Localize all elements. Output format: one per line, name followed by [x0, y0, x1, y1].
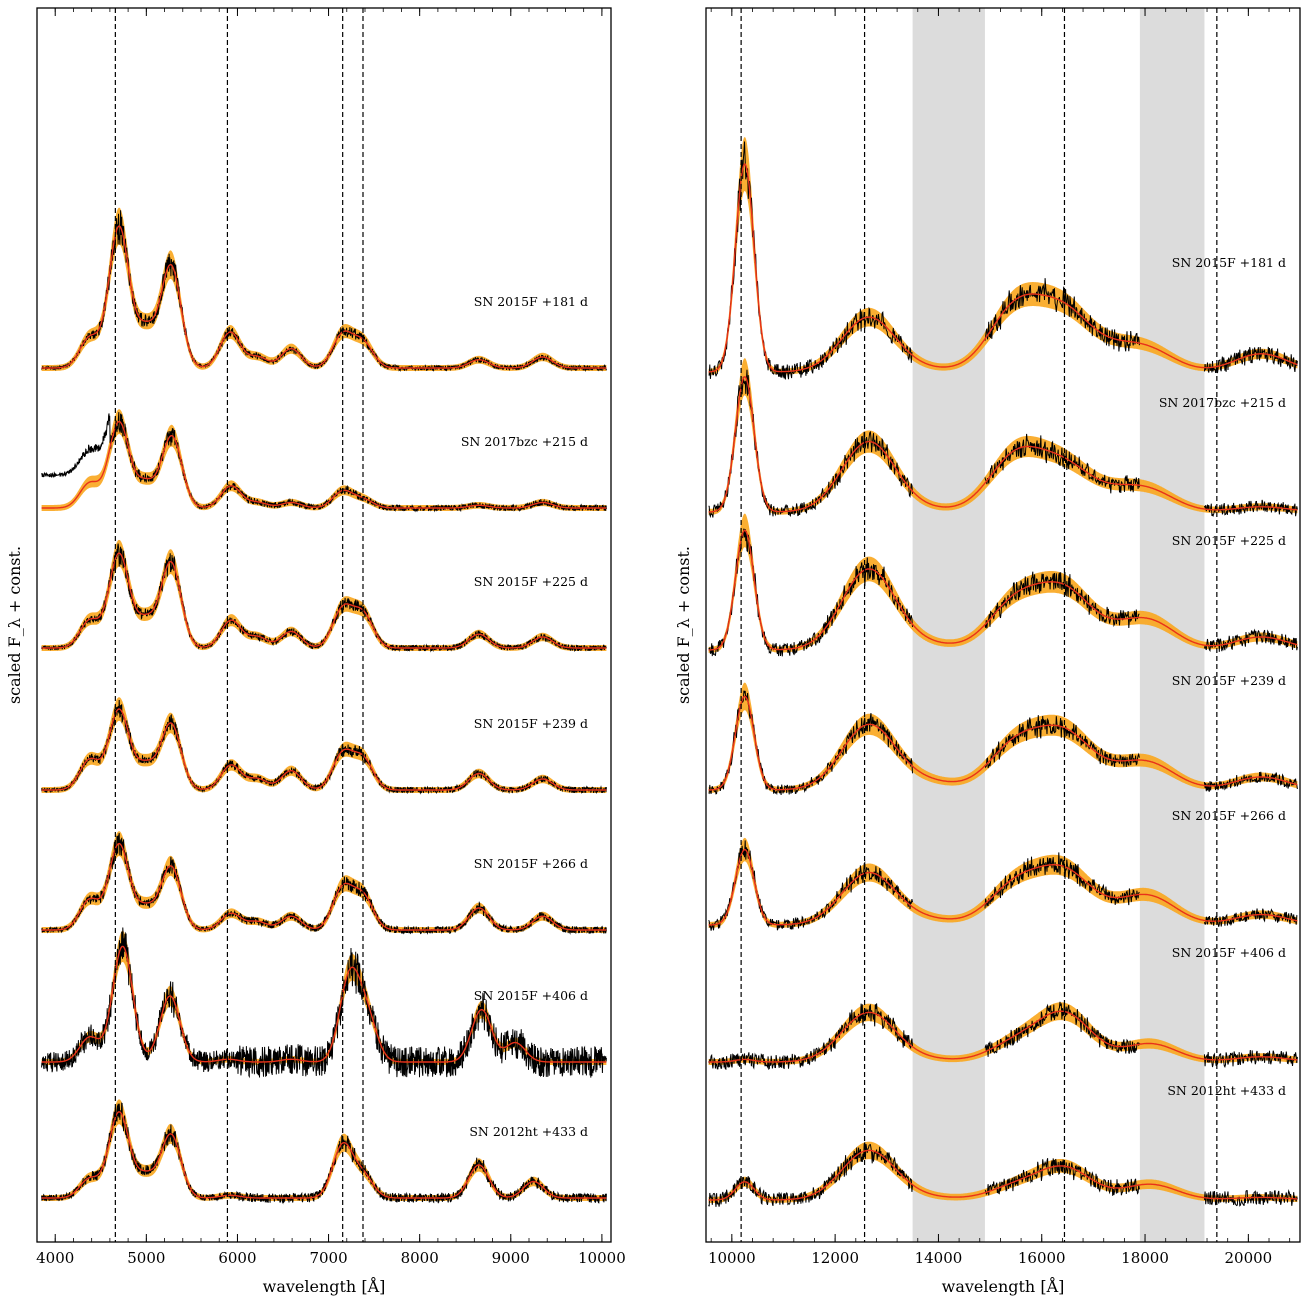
- model-spectrum: [708, 848, 1298, 926]
- observed-spectrum: [1203, 346, 1298, 374]
- model-spectrum: [41, 225, 607, 369]
- spectrum-label: SN 2015F +266 d: [474, 856, 588, 871]
- plot-frame: [36, 7, 612, 1243]
- spectrum-label: SN 2015F +239 d: [1172, 673, 1286, 688]
- model-spectrum: [41, 708, 607, 791]
- model-spectrum: [41, 1111, 607, 1199]
- observed-spectrum: [984, 278, 1140, 352]
- observed-spectrum: [41, 927, 607, 1079]
- spectrum-label: SN 2017bzc +215 d: [461, 434, 588, 449]
- observed-spectrum: [984, 571, 1140, 629]
- nir-panel: SN 2015F +181 d SN 2017bzc +215 d SN 2015F…: [705, 7, 1301, 1267]
- model-uncertainty-band: [41, 831, 607, 933]
- model-uncertainty-band: [708, 837, 1298, 928]
- observed-spectrum: [1203, 628, 1298, 652]
- x-axis-label-right: wavelength [Å]: [942, 1276, 1065, 1296]
- observed-spectrum: [708, 1003, 913, 1071]
- observed-spectrum: [1203, 499, 1298, 518]
- spectrum-label: SN 2015F +266 d: [1172, 808, 1286, 823]
- spectrum-label: SN 2015F +406 d: [474, 988, 588, 1003]
- model-uncertainty-band: [41, 539, 607, 651]
- model-uncertainty-band: [708, 1002, 1298, 1065]
- model-spectrum: [708, 1149, 1298, 1201]
- observed-spectrum: [708, 141, 913, 380]
- model-spectrum: [708, 695, 1298, 791]
- x-tick-label: 20000: [1224, 1249, 1272, 1267]
- observed-spectrum: [41, 210, 607, 372]
- observed-spectrum: [984, 433, 1140, 494]
- x-tick-label: 12000: [811, 1249, 859, 1267]
- model-uncertainty-band: [708, 513, 1298, 653]
- model-spectrum: [708, 163, 1298, 373]
- observed-spectrum: [1203, 1049, 1298, 1069]
- spectrum-label: SN 2012ht +433 d: [469, 1124, 588, 1139]
- observed-spectrum: [41, 699, 607, 795]
- spectrum-label: SN 2015F +406 d: [1172, 945, 1286, 960]
- x-tick-label: 8000: [401, 1249, 439, 1267]
- optical-panel: SN 2015F +181 d SN 2017bzc +215 d SN 2015F…: [36, 7, 626, 1267]
- x-tick-label: 7000: [309, 1249, 347, 1267]
- model-uncertainty-band: [41, 207, 607, 371]
- spectrum-label: SN 2015F +181 d: [1172, 255, 1286, 270]
- model-spectrum: [708, 1010, 1298, 1063]
- x-tick-label: 4000: [36, 1249, 74, 1267]
- telluric-band: [912, 8, 985, 1242]
- model-spectrum: [41, 420, 607, 509]
- model-uncertainty-band: [708, 358, 1298, 515]
- spectrum-label: SN 2017bzc +215 d: [1159, 395, 1286, 410]
- observed-spectrum: [41, 543, 607, 653]
- model-uncertainty-band: [41, 409, 607, 511]
- observed-spectrum: [41, 412, 607, 513]
- x-tick-label: 10000: [578, 1249, 626, 1267]
- spectrum-label: SN 2015F +239 d: [474, 716, 588, 731]
- spectrum-label: SN 2012ht +433 d: [1167, 1083, 1286, 1098]
- spectrum-label: SN 2015F +225 d: [474, 574, 588, 589]
- x-tick-label: 5000: [127, 1249, 165, 1267]
- y-axis-label-left: scaled F_λ + const.: [5, 546, 24, 704]
- spectrum-label: SN 2015F +181 d: [474, 294, 588, 309]
- spectrum-label: SN 2015F +225 d: [1172, 533, 1286, 548]
- observed-spectrum: [1203, 1189, 1298, 1207]
- model-uncertainty-band: [708, 682, 1298, 793]
- x-tick-label: 16000: [1018, 1249, 1066, 1267]
- observed-spectrum: [41, 833, 607, 935]
- model-spectrum: [41, 552, 607, 649]
- observed-spectrum: [984, 1158, 1140, 1196]
- y-axis-label-right: scaled F_λ + const.: [674, 546, 693, 704]
- x-tick-label: 6000: [218, 1249, 256, 1267]
- model-spectrum: [41, 842, 607, 931]
- model-uncertainty-band: [41, 1099, 607, 1201]
- x-tick-label: 9000: [492, 1249, 530, 1267]
- plot-frame: [705, 7, 1301, 1243]
- x-axis-label-left: wavelength [Å]: [263, 1276, 386, 1296]
- model-uncertainty-band: [41, 697, 607, 793]
- observed-spectrum: [1203, 771, 1298, 792]
- observed-spectrum: [41, 1102, 607, 1205]
- x-tick-label: 14000: [915, 1249, 963, 1267]
- observed-spectrum: [708, 690, 913, 796]
- observed-spectrum: [984, 852, 1140, 909]
- model-spectrum: [708, 376, 1298, 513]
- x-tick-label: 18000: [1121, 1249, 1169, 1267]
- model-spectrum: [41, 945, 607, 1063]
- model-spectrum: [708, 529, 1298, 651]
- x-tick-label: 10000: [708, 1249, 756, 1267]
